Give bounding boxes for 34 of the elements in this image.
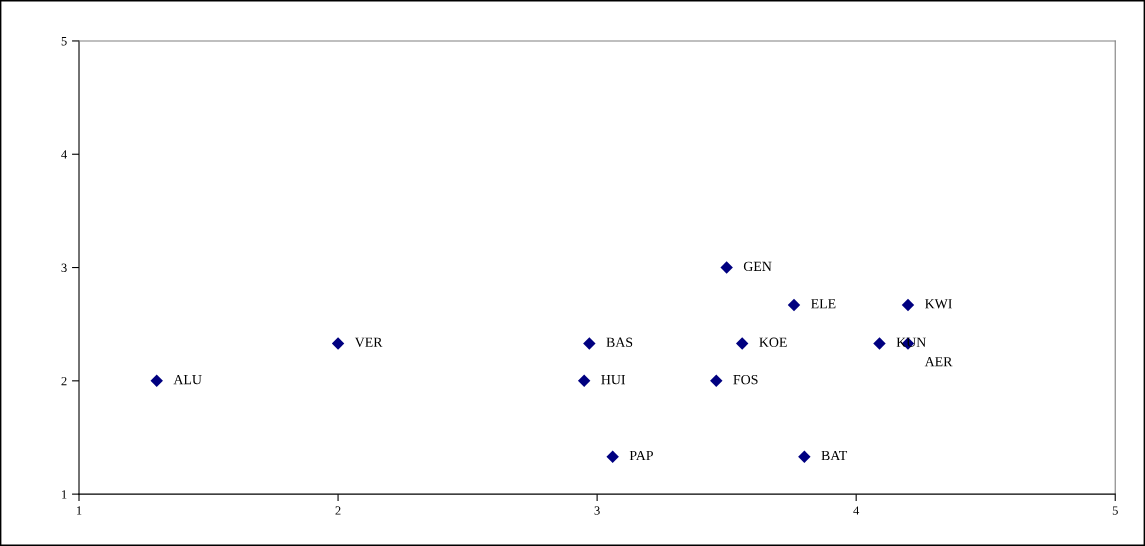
annotation: BAS [606,337,633,347]
x-tick-label: 2 [335,506,341,515]
point [735,337,749,350]
x-tick-label: 1 [76,506,82,515]
y-tick-label: 1 [62,490,67,499]
annotation: ALU [173,375,202,385]
annotation: PAP [629,450,653,461]
point [331,337,345,350]
y-tick-label: 5 [61,37,67,46]
x-tick-label: 3 [594,506,600,515]
x-tick-label: 5 [1112,506,1118,515]
point [577,374,591,388]
point [150,374,163,388]
point [787,298,801,312]
point [720,261,733,274]
annotation: KOE [759,337,787,347]
point [606,450,619,463]
point [901,298,915,312]
y-tick-label: 2 [61,376,67,386]
point [798,450,811,463]
annotation: ELE [811,299,836,309]
annotation: VER [354,337,383,347]
annotation: AER [924,357,953,367]
y-tick-label: 4 [61,150,67,159]
x-tick-label: 4 [853,506,860,515]
annotation: FOS [733,374,758,385]
point [710,374,723,388]
annotation: KWI [925,299,952,309]
annotation: BAT [821,450,848,461]
point [873,337,886,350]
annotation: GEN [743,261,772,272]
point [583,337,596,350]
y-tick-label: 3 [61,263,67,272]
annotation: HUI [601,375,626,385]
